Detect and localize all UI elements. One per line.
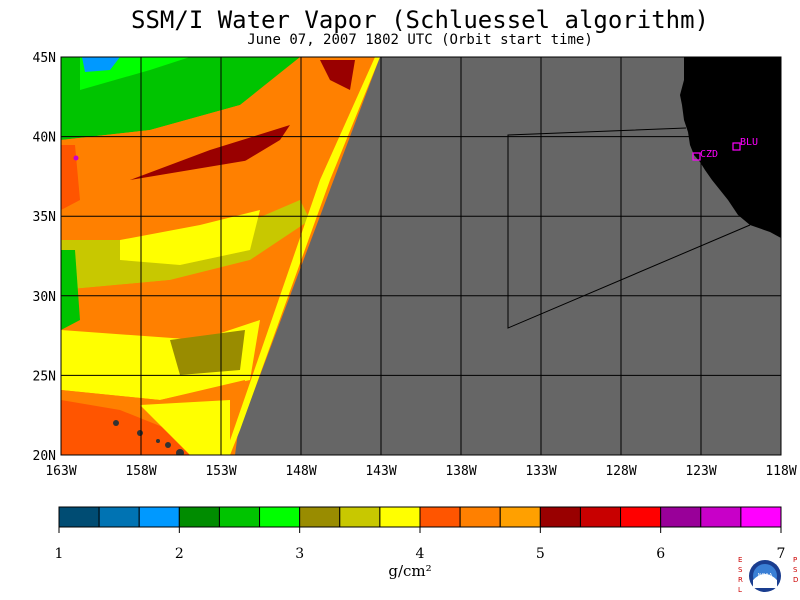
svg-text:P: P: [793, 556, 797, 564]
station-czd-label: CZD: [700, 149, 718, 160]
map-title: SSM/I Water Vapor (Schluessel algorithm): [131, 6, 709, 34]
longitude-label: 148W: [285, 464, 316, 479]
colorbar-tick-label: 7: [777, 546, 786, 562]
latitude-label: 45N: [33, 51, 56, 66]
colorbar-swatch: [660, 506, 702, 528]
colorbar-swatch: [98, 506, 140, 528]
longitude-label: 133W: [525, 464, 556, 479]
longitude-label: 153W: [205, 464, 236, 479]
colorbar-tick-label: 2: [175, 546, 184, 562]
latitude-label: 25N: [33, 369, 56, 384]
longitude-label: 123W: [685, 464, 716, 479]
longitude-label: 128W: [605, 464, 636, 479]
station-czd: CZD: [692, 149, 718, 161]
longitude-label: 118W: [765, 464, 796, 479]
colorbar-swatch: [178, 506, 220, 528]
longitude-label: 158W: [125, 464, 156, 479]
svg-text:L: L: [738, 586, 742, 594]
svg-text:R: R: [738, 576, 743, 584]
longitude-labels: 163W 158W 153W 148W 143W 138W 133W 128W 123W 118W: [45, 464, 796, 479]
colorbar-swatch: [459, 506, 501, 528]
colorbar-tick-label: 4: [416, 546, 425, 562]
colorbar-ticks: 1 2 3 4 5 6 7: [55, 527, 786, 562]
colorbar-swatch: [740, 506, 782, 528]
colorbar-swatch: [700, 506, 742, 528]
colorbar-tick-label: 1: [55, 546, 64, 562]
colorbar-tick-label: 6: [656, 546, 665, 562]
colorbar-swatch: [499, 506, 541, 528]
longitude-label: 163W: [45, 464, 76, 479]
colorbar-tick-label: 3: [295, 546, 304, 562]
svg-text:E: E: [738, 556, 742, 564]
colorbar-swatch: [138, 506, 180, 528]
svg-text:S: S: [793, 566, 798, 574]
colorbar-swatch: [259, 506, 301, 528]
svg-text:D: D: [793, 576, 798, 584]
colorbar-units: g/cm²: [388, 562, 432, 580]
longitude-label: 138W: [445, 464, 476, 479]
station-blu-label: BLU: [740, 137, 758, 148]
flight-track: [507, 127, 751, 329]
colorbar-swatch: [419, 506, 461, 528]
colorbar-swatch: [218, 506, 261, 528]
colorbar-swatch: [579, 506, 622, 528]
map-frame: [60, 56, 782, 456]
colorbar: [58, 506, 782, 528]
svg-text:S: S: [738, 566, 743, 574]
colorbar-swatch: [299, 506, 341, 528]
latitude-label: 30N: [33, 290, 56, 305]
land-mass: [680, 57, 781, 238]
svg-text:NOAA: NOAA: [758, 573, 773, 579]
latitude-labels: 45N 40N 35N 30N 25N 20N: [33, 51, 56, 464]
buoy-marker: [73, 155, 79, 161]
longitude-label: 143W: [365, 464, 396, 479]
colorbar-swatch: [339, 506, 381, 528]
colorbar-swatch: [620, 506, 662, 528]
colorbar-swatch: [379, 506, 421, 528]
colorbar-swatch: [58, 506, 100, 528]
colorbar-tick-label: 5: [536, 546, 545, 562]
station-blu: BLU: [732, 137, 758, 151]
map-grid: [61, 57, 781, 455]
latitude-label: 35N: [33, 210, 56, 225]
latitude-label: 40N: [33, 131, 56, 146]
map-subtitle: June 07, 2007 1802 UTC (Orbit start time…: [247, 32, 593, 48]
colorbar-swatch: [539, 506, 581, 528]
latitude-label: 20N: [33, 449, 56, 464]
